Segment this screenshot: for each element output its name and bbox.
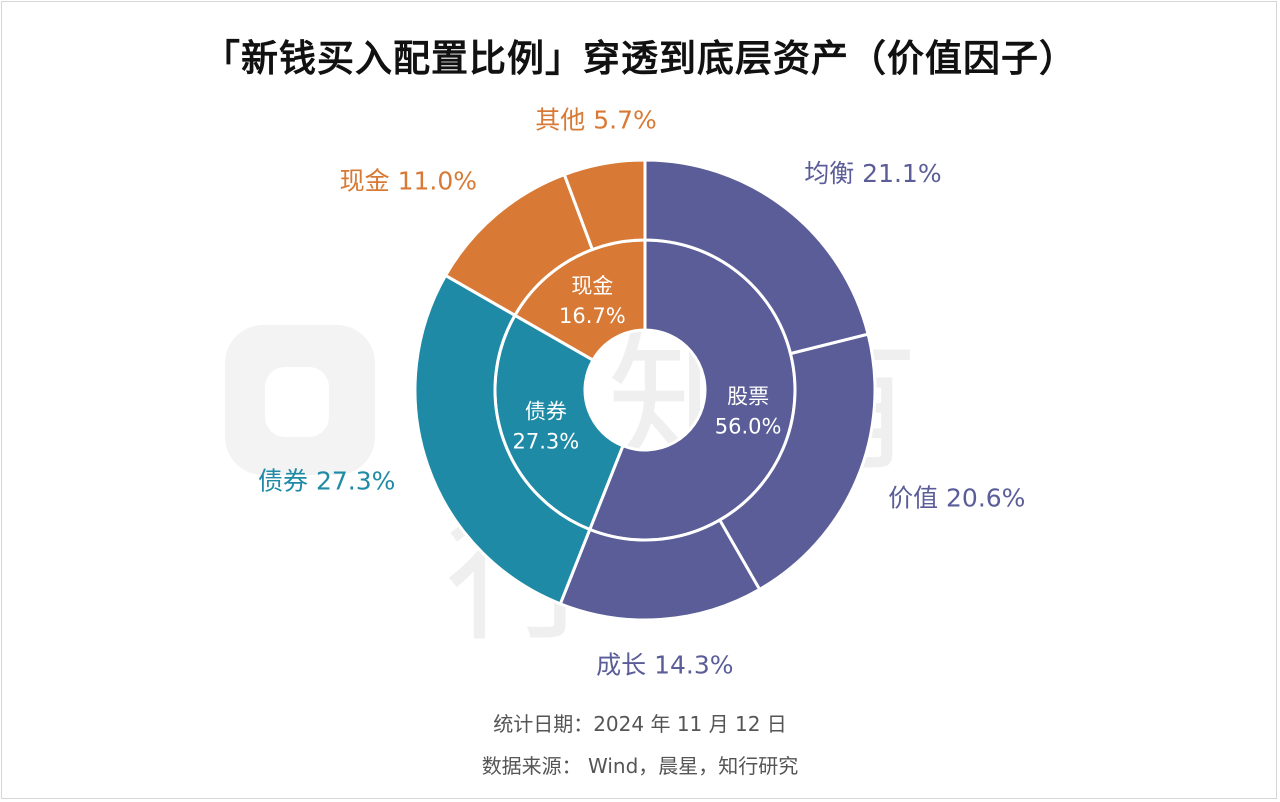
footer-date: 统计日期：2024 年 11 月 12 日 [493,712,787,736]
outer-label-0: 均衡 21.1% [804,159,941,188]
chart-title: 「新钱买入配置比例」穿透到底层资产（价值因子） [203,37,1077,80]
inner-label-value-0: 56.0% [715,415,782,439]
watermark-logo [225,325,375,475]
outer-label-4: 现金 11.0% [340,166,477,195]
inner-label-name-0: 股票 [727,385,769,409]
outer-label-3: 债券 27.3% [258,467,395,496]
footer-source: 数据来源： Wind，晨星，知行研究 [481,754,799,778]
outer-slice-5 [562,158,647,252]
outer-label-1: 价值 20.6% [888,484,1025,513]
inner-label-value-1: 27.3% [513,430,580,454]
inner-label-name-2: 现金 [571,274,613,298]
outer-label-5: 其他 5.7% [535,105,656,134]
outer-slice-0 [643,158,870,356]
outer-label-2: 成长 14.3% [596,650,733,679]
inner-label-name-1: 债券 [525,400,567,424]
inner-label-value-2: 16.7% [559,304,626,328]
outer-slice-3 [413,273,592,606]
